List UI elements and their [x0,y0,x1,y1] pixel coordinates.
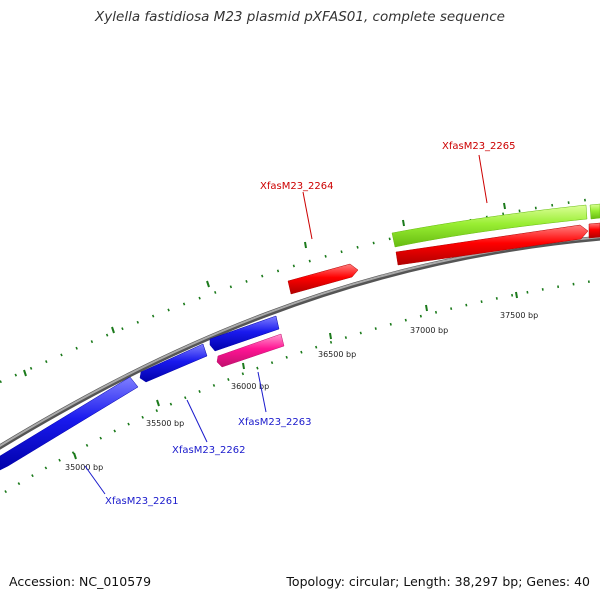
gene-arrow-xfasm23-2261[interactable] [0,376,139,471]
label-leaders [84,154,488,495]
gene-arrow-xfasm23-2265[interactable] [395,224,589,266]
gene-arrow-next-red[interactable] [588,222,600,239]
gene-arrow-xfasm23-2263[interactable] [216,333,285,368]
gene-label-xfasm23-2265: XfasM23_2265 [442,141,516,152]
map-title: Xylella fastidiosa M23 plasmid pXFAS01, … [95,9,505,25]
gene-arrow-xfasm23-2262[interactable] [139,343,208,383]
tick-label-37000: 37000 bp [410,326,448,335]
tick-label-35000: 35000 bp [65,463,103,472]
gene-label-xfasm23-2261: XfasM23_2261 [105,496,179,507]
feature-green-arc[interactable] [391,204,588,248]
gene-label-xfasm23-2262: XfasM23_2262 [172,445,246,456]
gene-arrow-xfasm23-2264[interactable] [287,263,359,295]
outer-major-ticks [23,202,506,377]
topology-text: Topology: circular; Length: 38,297 bp; G… [286,574,590,589]
feature-green-arc-2[interactable] [589,203,600,220]
tick-label-35500: 35500 bp [146,419,184,428]
tick-label-36000: 36000 bp [231,382,269,391]
gene-arrow-xfasm23-2262b[interactable] [209,315,280,352]
tick-label-36500: 36500 bp [318,350,356,359]
gene-label-xfasm23-2264: XfasM23_2264 [260,181,334,192]
gene-label-xfasm23-2263: XfasM23_2263 [238,417,312,428]
tick-label-37500: 37500 bp [500,311,538,320]
accession-text: Accession: NC_010579 [9,574,152,589]
inner-major-ticks [73,291,518,460]
